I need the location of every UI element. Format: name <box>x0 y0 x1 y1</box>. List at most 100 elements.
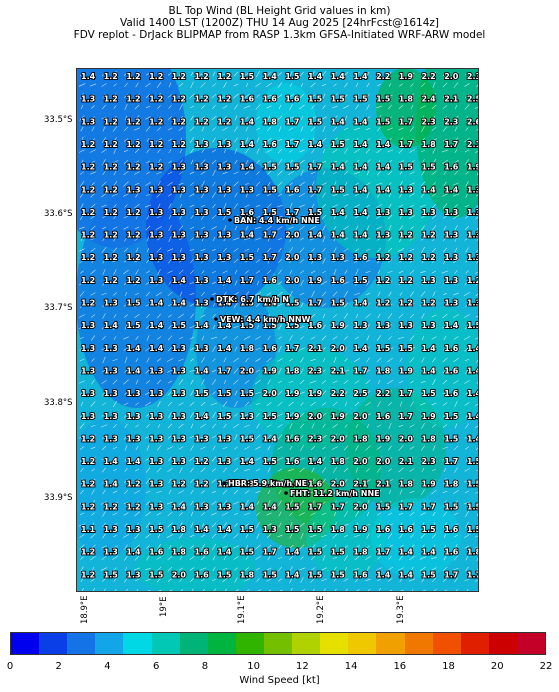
wind-arrow <box>266 357 272 363</box>
wind-arrow <box>221 94 229 98</box>
wind-arrow <box>387 170 393 176</box>
grid-value: 1.3 <box>399 321 413 330</box>
wind-arrow <box>386 379 394 385</box>
wind-arrow <box>377 379 381 385</box>
wind-arrow <box>212 391 216 395</box>
wind-arrow <box>102 226 106 230</box>
grid-value: 1.2 <box>126 163 140 172</box>
grid-value: 1.4 <box>444 185 459 194</box>
wind-arrow <box>365 138 371 142</box>
wind-arrow <box>168 193 172 197</box>
wind-arrow <box>178 423 184 429</box>
wind-arrow <box>201 411 205 419</box>
wind-arrow <box>278 336 282 340</box>
wind-arrow <box>288 215 294 219</box>
wind-arrow <box>398 513 404 515</box>
wind-arrow <box>431 93 437 99</box>
wind-arrow <box>267 379 271 385</box>
wind-arrow <box>377 400 381 408</box>
wind-arrow <box>299 423 305 429</box>
grid-value: 1.3 <box>217 185 231 194</box>
wind-arrow <box>365 523 371 527</box>
wind-arrow <box>124 478 128 484</box>
wind-arrow <box>310 270 316 274</box>
wind-arrow <box>299 544 305 550</box>
grid-value: 1.3 <box>149 412 163 421</box>
wind-arrow <box>421 544 425 550</box>
wind-arrow <box>454 434 458 440</box>
colorbar-tick-label: 16 <box>393 661 407 672</box>
grid-value: 1.5 <box>240 72 255 81</box>
wind-arrow <box>355 577 359 583</box>
wind-arrow <box>399 180 403 188</box>
wind-arrow <box>212 104 216 110</box>
wind-arrow <box>409 436 415 438</box>
wind-arrow <box>420 533 426 539</box>
wind-arrow <box>376 490 382 494</box>
wind-arrow <box>420 270 426 274</box>
site-label[interactable]: VEW: 4.4 km/h NNW <box>219 314 312 325</box>
wind-arrow <box>101 467 107 473</box>
grid-value: 1.7 <box>217 366 231 375</box>
wind-arrow <box>157 92 161 100</box>
site-label[interactable]: HBR: 5.9 km/h NE <box>227 478 308 489</box>
grid-value: 2.1 <box>444 95 459 104</box>
wind-arrow <box>146 555 150 561</box>
wind-arrow <box>310 358 316 362</box>
grid-value: 1.2 <box>104 72 118 81</box>
grid-value: 2.0 <box>331 480 346 489</box>
wind-arrow <box>332 303 338 307</box>
colorbar-tick-label: 14 <box>344 661 358 672</box>
wind-arrow <box>419 204 427 208</box>
wind-arrow <box>145 94 151 98</box>
wind-arrow <box>343 260 349 262</box>
site-marker[interactable] <box>214 317 218 321</box>
site-label[interactable]: DTK: 6.7 km/h N <box>215 294 290 305</box>
wind-arrow <box>377 280 381 286</box>
wind-arrow <box>277 170 283 176</box>
wind-arrow <box>223 116 227 120</box>
site-marker[interactable] <box>228 218 232 222</box>
site-marker[interactable] <box>284 491 288 495</box>
grid-value: 1.2 <box>126 140 140 149</box>
grid-value: 1.6 <box>353 570 368 579</box>
wind-arrow <box>210 336 218 340</box>
wind-arrow <box>244 72 250 76</box>
wind-arrow <box>168 411 172 419</box>
grid-value: 1.6 <box>285 457 300 466</box>
wind-arrow <box>442 435 448 439</box>
wind-arrow <box>134 555 140 561</box>
wind-arrow <box>332 149 338 153</box>
wind-arrow <box>145 225 151 231</box>
wind-arrow <box>311 290 315 298</box>
wind-arrow <box>179 104 183 110</box>
wind-arrow <box>267 368 271 374</box>
site-label[interactable]: BAN: 4.4 km/h NNE <box>233 215 321 226</box>
grid-value: 1.5 <box>240 321 255 330</box>
wind-arrow <box>134 236 140 242</box>
site-marker[interactable] <box>210 297 214 301</box>
wind-arrow <box>464 324 470 330</box>
grid-value: 2.2 <box>422 72 436 81</box>
grid-value: 1.4 <box>422 344 437 353</box>
wind-arrow <box>431 424 437 428</box>
site-marker[interactable] <box>222 481 226 485</box>
grid-value: 1.2 <box>172 95 186 104</box>
wind-arrow <box>321 489 327 495</box>
wind-arrow <box>354 259 360 263</box>
wind-arrow <box>145 435 151 439</box>
wind-arrow <box>365 578 371 582</box>
grid-value: 1.7 <box>285 117 299 126</box>
grid-value: 2.0 <box>285 253 300 262</box>
wind-arrow <box>265 149 273 153</box>
wind-map[interactable]: 1.4 1.2 1.2 1.2 1.2 1.2 1.2 1.5 1.4 1.5 1.4 1.4 1.4 2… <box>76 68 479 592</box>
site-label[interactable]: FHT: 11.2 km/h NNE <box>289 488 381 499</box>
wind-arrow <box>233 258 239 264</box>
wind-arrow <box>408 182 416 186</box>
wind-arrow <box>101 555 107 561</box>
wind-arrow <box>123 226 129 230</box>
wind-arrow <box>366 357 370 363</box>
wind-arrow <box>322 125 326 133</box>
grid-value: 1.3 <box>263 525 277 534</box>
wind-arrow <box>398 104 404 110</box>
